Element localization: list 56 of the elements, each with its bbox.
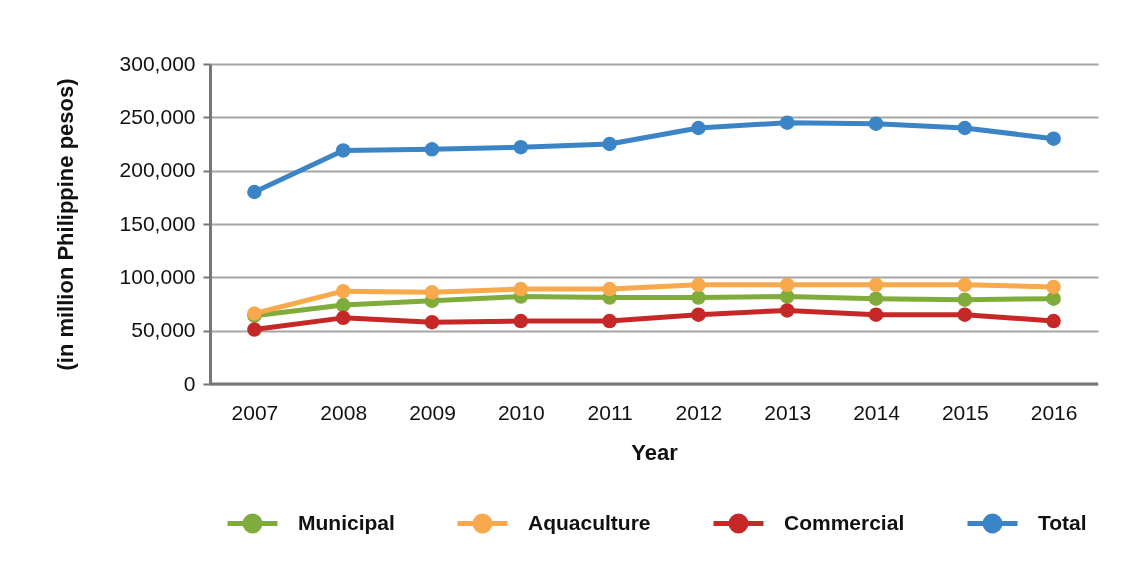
point	[779, 115, 795, 130]
point	[868, 291, 884, 306]
point	[957, 277, 973, 293]
y-tick-label: 0	[183, 371, 196, 395]
y-tick-label: 50,000	[131, 318, 196, 342]
y-tick-label: 300,000	[119, 51, 196, 75]
point	[868, 307, 884, 322]
point	[691, 290, 706, 305]
y-tick-label: 150,000	[119, 211, 196, 235]
point	[513, 139, 529, 155]
point	[957, 292, 973, 307]
point	[247, 184, 262, 200]
point	[335, 297, 351, 313]
legend-label: Aquaculture	[528, 510, 651, 534]
point	[868, 116, 884, 131]
point	[1046, 313, 1061, 329]
point	[335, 310, 351, 326]
point	[335, 143, 351, 158]
legend-label: Total	[1038, 510, 1087, 534]
point	[691, 120, 706, 136]
point	[602, 281, 617, 297]
point	[513, 313, 529, 329]
y-tick-label: 200,000	[119, 158, 196, 182]
point	[957, 307, 973, 322]
x-tick-label: 2016	[1030, 400, 1078, 424]
point	[1046, 131, 1061, 146]
x-tick-label: 2014	[853, 400, 901, 424]
point	[424, 314, 440, 330]
x-axis-title: Year	[631, 439, 679, 465]
point	[424, 142, 440, 157]
point	[691, 277, 706, 293]
point	[868, 277, 884, 293]
point	[513, 281, 529, 297]
x-tick-label: 2007	[231, 400, 279, 424]
y-axis-title: (in million Philippine pesos)	[52, 78, 78, 371]
point	[335, 283, 351, 299]
x-tick-label: 2009	[409, 400, 456, 424]
x-tick-label: 2008	[320, 400, 368, 424]
y-tick-label: 250,000	[119, 104, 196, 128]
x-tick-label: 2011	[587, 400, 633, 424]
y-tick-label: 100,000	[119, 264, 196, 288]
point	[957, 120, 973, 136]
x-tick-label: 2010	[497, 400, 545, 424]
point	[424, 285, 440, 300]
point	[247, 322, 262, 337]
point	[779, 277, 795, 293]
legend-label: Commercial	[784, 510, 905, 534]
x-tick-label: 2013	[764, 400, 812, 424]
point	[602, 313, 617, 329]
point	[1046, 279, 1061, 295]
legend-label: Municipal	[298, 510, 395, 534]
point	[779, 303, 795, 318]
point	[691, 307, 706, 322]
x-tick-label: 2012	[675, 400, 723, 424]
x-tick-label: 2015	[941, 400, 989, 424]
point	[602, 136, 617, 152]
